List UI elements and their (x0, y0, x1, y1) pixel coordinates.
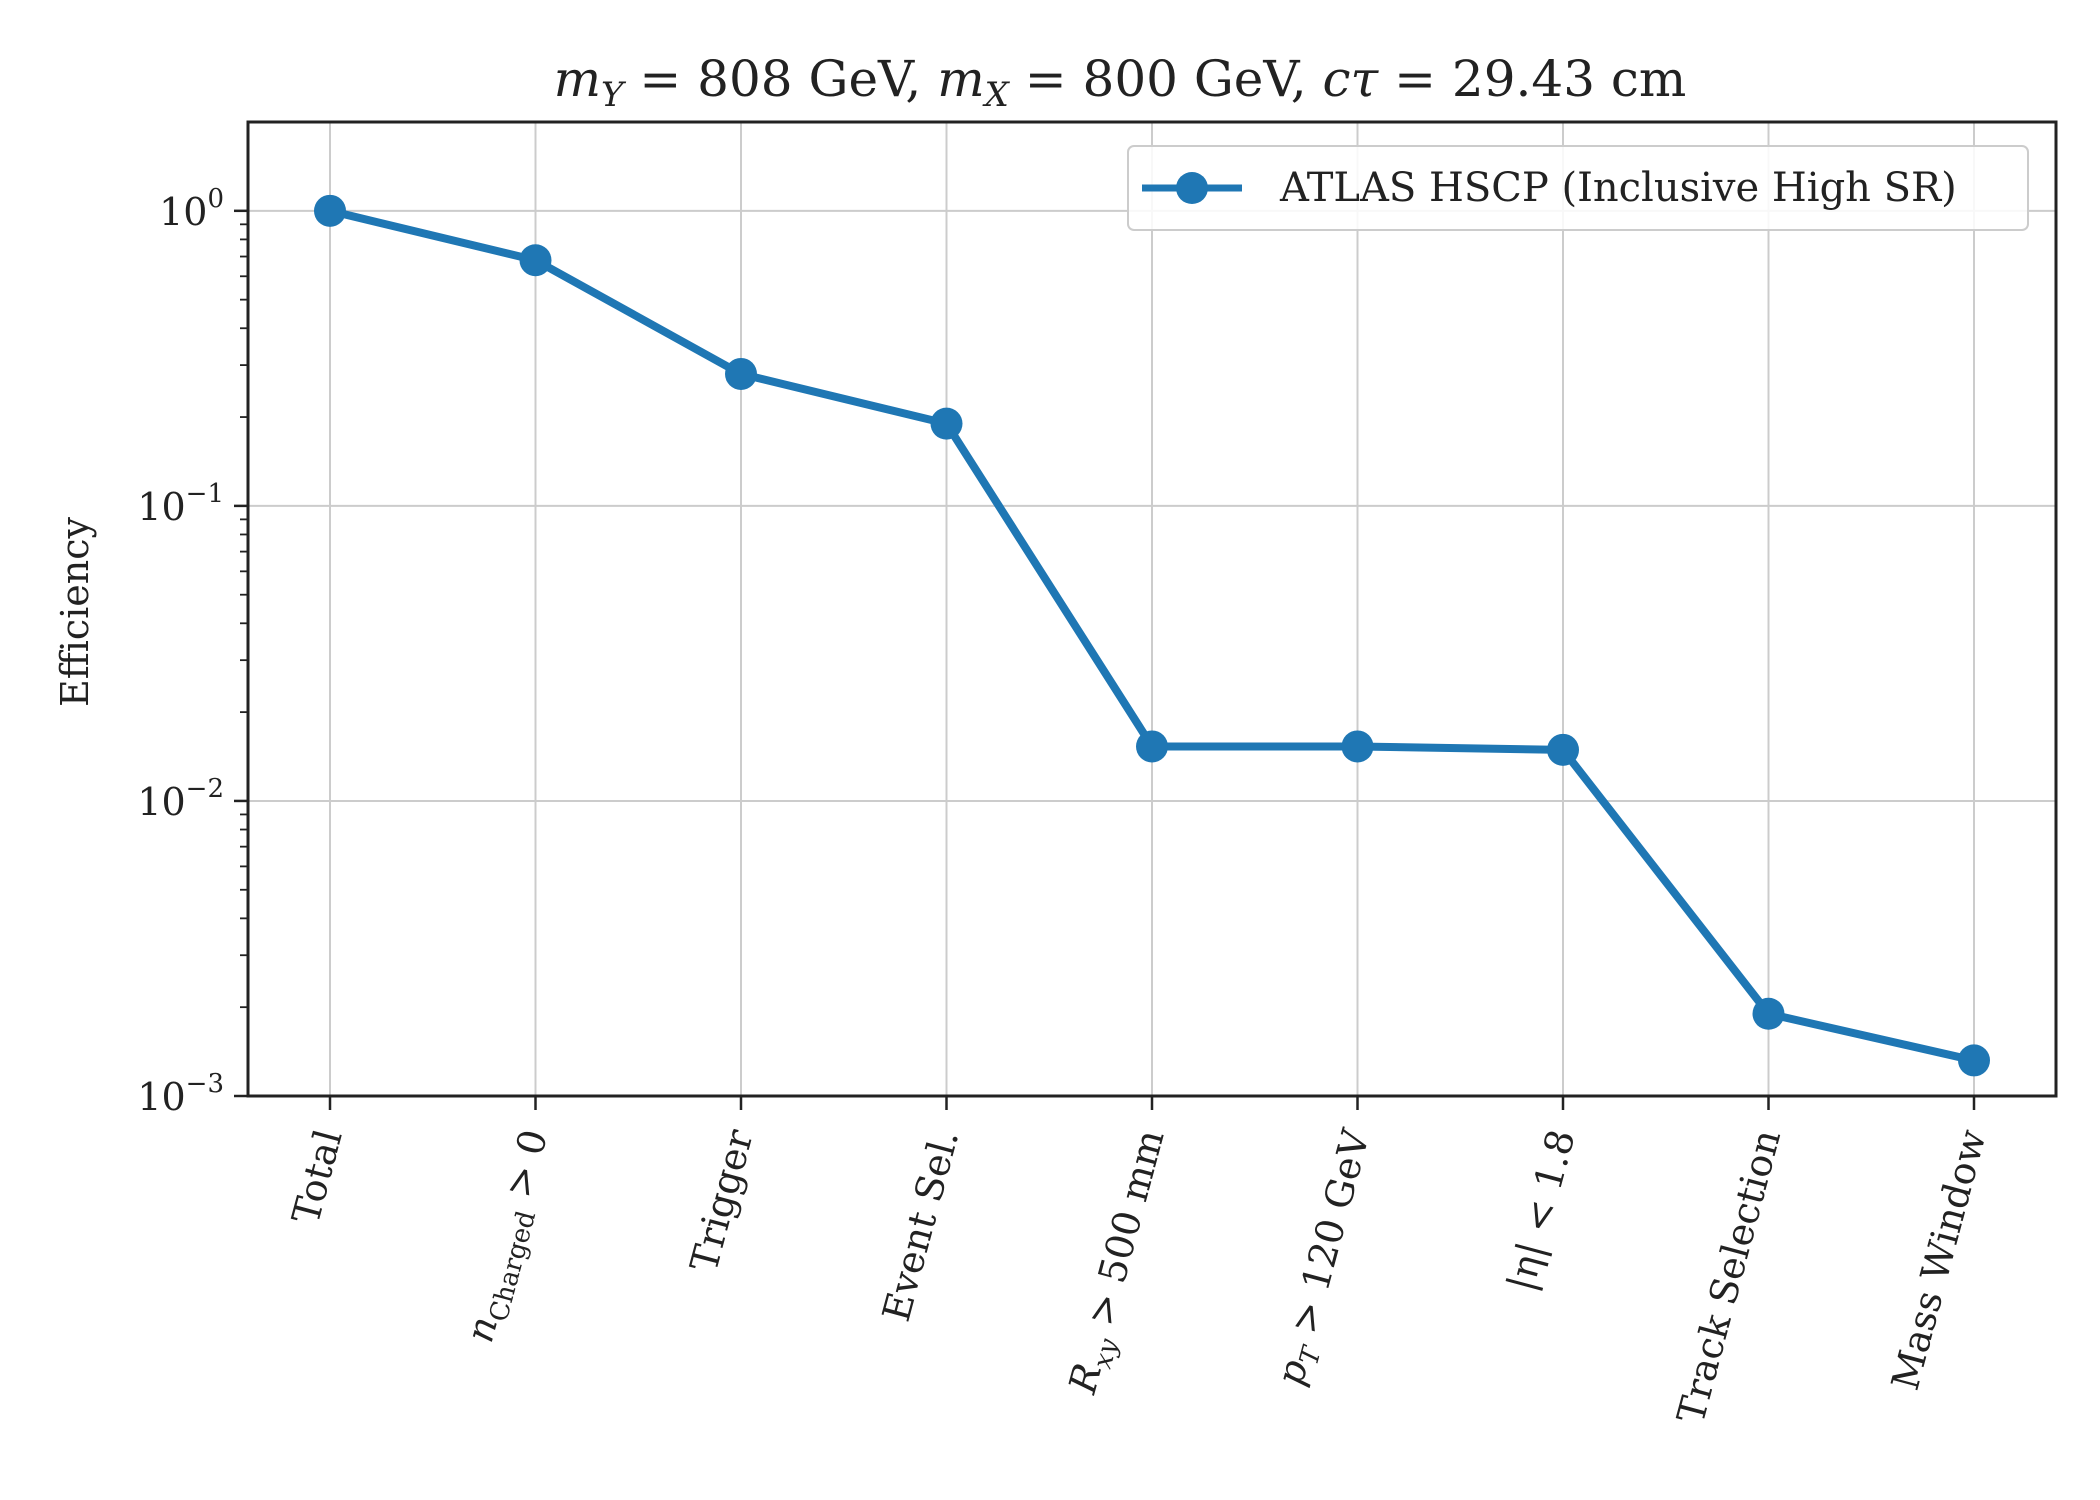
y-axis-ticks: 100 10−1 10−2 10−3 (137, 184, 248, 1119)
x-tick-label: Rxy > 500 mm (1060, 1125, 1180, 1401)
y-tick-label: 10−2 (137, 774, 224, 824)
data-point (725, 357, 757, 390)
x-tick-label: nCharged > 0 (457, 1125, 563, 1349)
legend-point-marker (1176, 172, 1208, 204)
x-tick-label: Mass Window (1883, 1124, 1995, 1394)
data-point (1547, 733, 1579, 766)
series-layer (314, 194, 1990, 1077)
x-tick-label: |η| < 1.8 (1499, 1125, 1584, 1296)
data-point (930, 407, 963, 440)
data-point (1958, 1044, 1990, 1077)
x-tick-label: pT > 120 GeV (1268, 1124, 1385, 1391)
legend-box (1127, 145, 2029, 231)
plot-frame (246, 120, 2058, 1098)
data-point (1341, 730, 1374, 763)
x-tick-label: Event Sel. (874, 1125, 967, 1326)
legend-label: ATLAS HSCP (Inclusive High SR) (1279, 165, 1957, 211)
y-tick-label: 100 (159, 184, 224, 234)
y-tick-label: 10−3 (137, 1069, 224, 1119)
data-point (519, 244, 552, 277)
x-tick-label: Track Selection (1669, 1125, 1790, 1428)
x-axis-ticks: Total nCharged > 0 Trigger Event Sel. Rxy > … (284, 1096, 1995, 1428)
x-tick-label: Trigger (682, 1124, 762, 1276)
y-tick-label: 10−1 (137, 479, 224, 529)
data-point (1752, 997, 1785, 1030)
legend: ATLAS HSCP (Inclusive High SR) (1127, 145, 2029, 231)
x-tick-label: Total (284, 1125, 351, 1228)
chart-title: mY = 808 GeV, mX = 800 GeV, cτ = 29.43 c… (554, 50, 1687, 115)
grid-lines (248, 122, 2056, 1096)
data-point (1136, 730, 1168, 763)
y-axis-label: Efficiency (53, 516, 97, 707)
data-point (314, 194, 346, 227)
